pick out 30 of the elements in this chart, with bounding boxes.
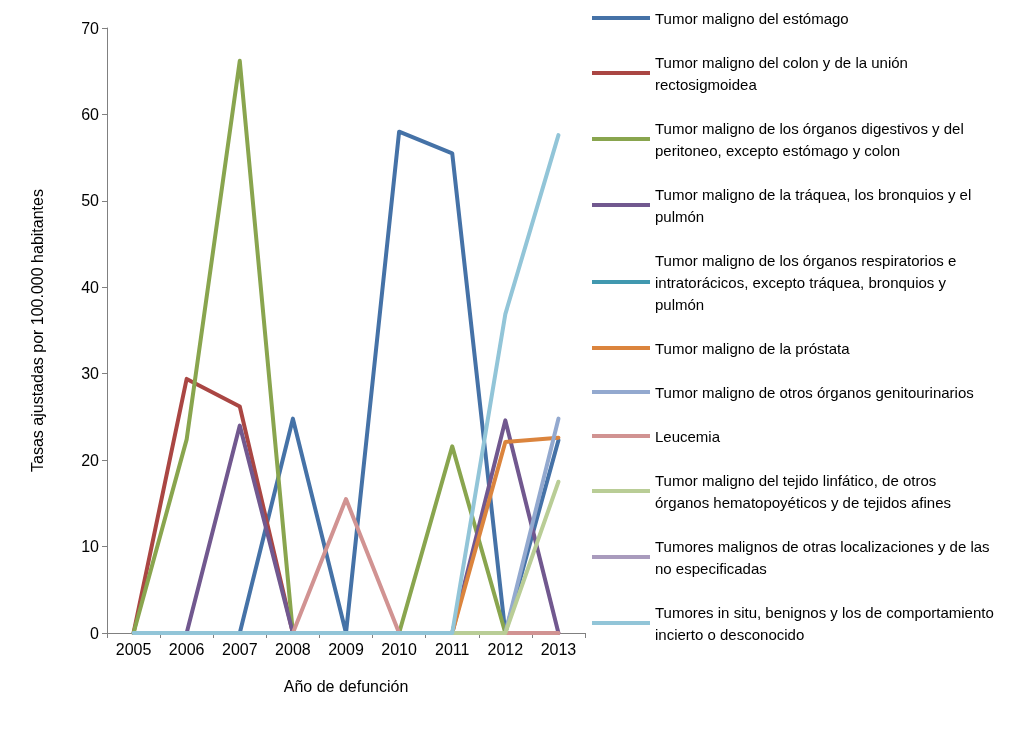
legend-label: Tumor maligno de los órganos respiratorios e intratorácicos, excepto tráquea, bronquios y pulmón <box>655 251 961 313</box>
x-tick-label: 2009 <box>328 640 364 658</box>
x-tick-label: 2013 <box>540 640 577 658</box>
legend-label: Leucemia <box>655 427 721 445</box>
y-tick-label: 60 <box>81 105 100 123</box>
legend-label: Tumor maligno de los órganos digestivos y del peritoneo, excepto estómago y colon <box>655 119 968 159</box>
x-axis-title: Año de defunción <box>283 677 409 695</box>
legend-label: Tumor maligno del colon y de la unión rectosigmoidea <box>655 53 913 93</box>
x-tick-label: 2007 <box>221 640 258 658</box>
legend-label: Tumores in situ, benignos y los de comportamiento incierto o desconocido <box>655 603 998 643</box>
y-tick-label: 40 <box>81 278 100 296</box>
y-axis-title: Tasas ajustadas por 100.000 habitantes <box>28 189 46 472</box>
y-tick-label: 0 <box>90 624 100 642</box>
x-tick-label: 2008 <box>275 640 311 658</box>
x-tick-label: 2006 <box>168 640 205 658</box>
legend-label: Tumor maligno de otros órganos genitourinarios <box>655 383 974 401</box>
y-tick-label: 30 <box>81 365 100 383</box>
legend-label: Tumor maligno de la tráquea, los bronquios y el pulmón <box>655 185 976 225</box>
y-tick-label: 50 <box>81 192 100 210</box>
y-tick-label: 10 <box>81 538 100 556</box>
legend-label: Tumores malignos de otras localizaciones y de las no especificadas <box>655 537 994 577</box>
legend-label: Tumor maligno de la próstata <box>655 339 851 357</box>
x-tick-label: 2012 <box>487 640 524 658</box>
legend-label: Tumor maligno del estómago <box>655 9 849 27</box>
x-tick-label: 2011 <box>435 640 470 658</box>
y-tick-label: 70 <box>81 19 100 37</box>
y-tick-label: 20 <box>81 451 100 469</box>
x-tick-label: 2010 <box>381 640 418 658</box>
x-tick-label: 2005 <box>115 640 152 658</box>
legend-label: Tumor maligno del tejido linfático, de otros órganos hematopoyéticos y de tejidos afines <box>655 471 952 511</box>
